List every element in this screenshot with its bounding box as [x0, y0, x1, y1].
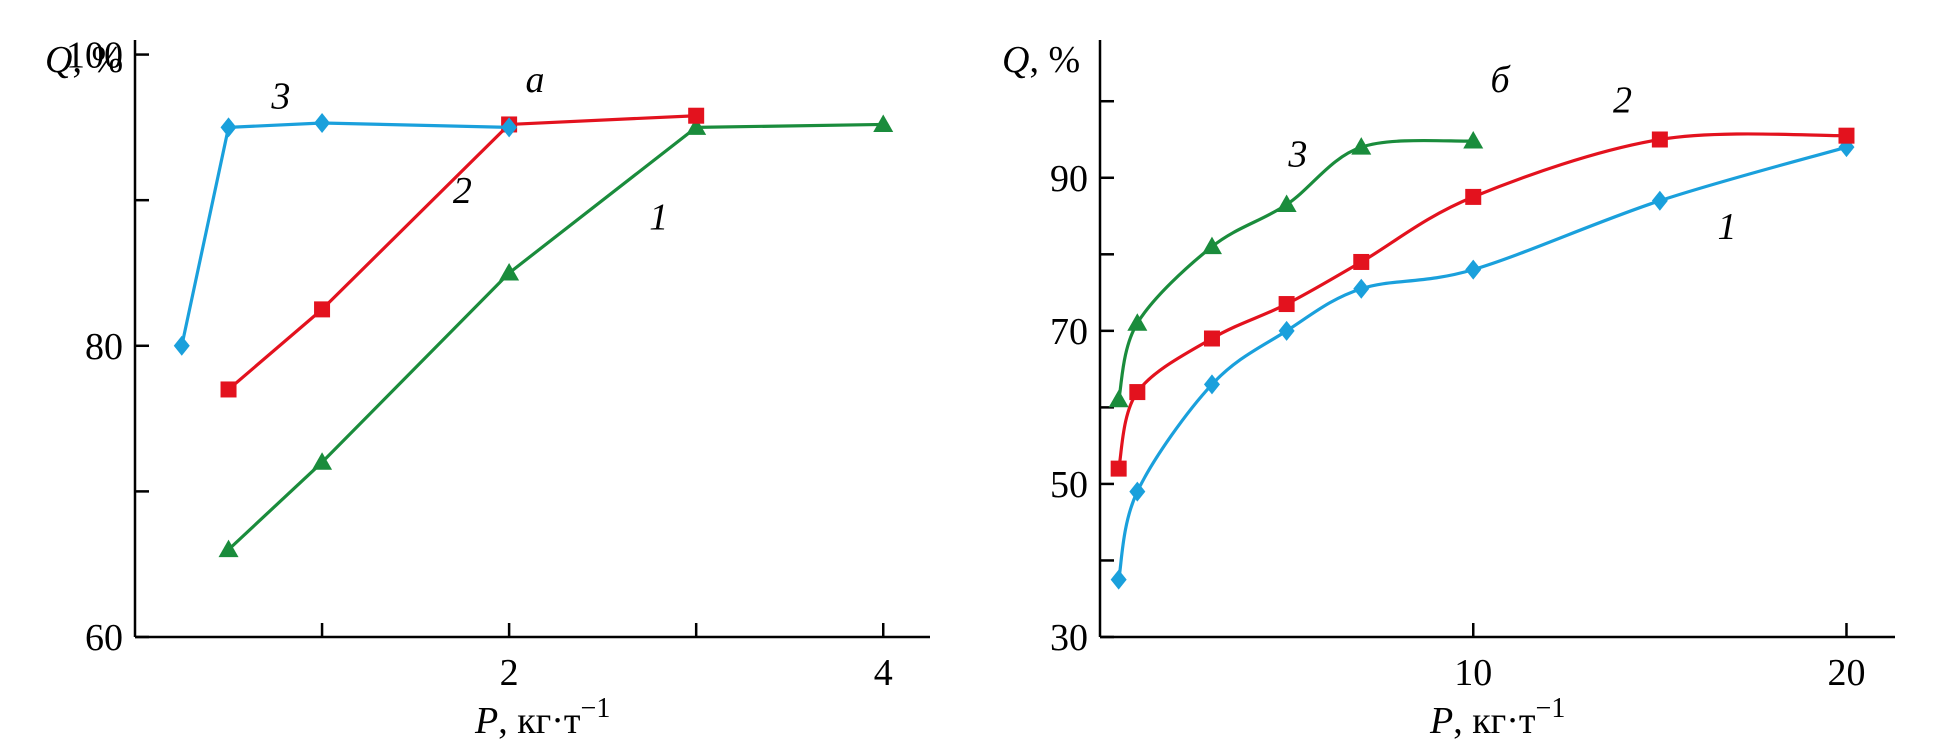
data-point-3 [1127, 313, 1148, 331]
data-point-2 [688, 107, 705, 124]
curve-label-3: 3 [270, 75, 290, 117]
data-point-1 [1278, 320, 1295, 341]
x-tick-label: 10 [1454, 652, 1492, 694]
x-tick-label: 2 [500, 652, 519, 694]
y-tick-label: 50 [1050, 464, 1088, 506]
curve-label-1: 1 [649, 196, 668, 238]
data-point-3 [1351, 137, 1372, 155]
x-tick-label: 4 [874, 652, 893, 694]
y-axis-label: Q, % [45, 39, 123, 81]
data-point-1 [1203, 374, 1220, 395]
series-2 [1110, 127, 1855, 477]
y-axis-label: Q, % [1002, 39, 1080, 81]
data-point-3 [173, 335, 190, 356]
panel-label: а [526, 59, 545, 101]
data-point-2 [1129, 384, 1146, 401]
data-point-1 [1353, 278, 1370, 299]
series-line-2 [226, 114, 698, 392]
y-tick-label: 100 [66, 35, 123, 77]
data-point-2 [1353, 253, 1370, 270]
y-tick-label: 80 [85, 326, 123, 368]
data-point-2 [1110, 460, 1127, 477]
series-line-3 [180, 121, 511, 348]
data-point-1 [1129, 481, 1146, 502]
series-line-2 [1117, 132, 1849, 471]
series-2 [220, 107, 705, 398]
data-point-1 [686, 117, 707, 135]
data-point-3 [501, 117, 518, 138]
curve-label-1: 1 [1718, 206, 1737, 248]
data-point-3 [1276, 194, 1297, 213]
series-line-1 [226, 122, 885, 552]
data-point-2 [220, 381, 237, 398]
y-tick-label: 30 [1050, 617, 1088, 659]
y-tick-label: 90 [1050, 158, 1088, 200]
chart-panel-a: 60 80 100 2 4 Q, % P, кг·т−1 а 1 2 3 [45, 35, 930, 742]
data-point-1 [1110, 569, 1127, 590]
panel-label: б [1490, 59, 1511, 101]
curve-label-3: 3 [1287, 133, 1307, 175]
data-point-1 [499, 262, 520, 281]
data-point-3 [314, 112, 331, 133]
data-point-1 [1465, 259, 1482, 280]
curve-label-2: 2 [1613, 80, 1632, 122]
data-point-3 [1463, 131, 1484, 149]
data-point-3 [220, 117, 237, 138]
y-tick-label: 70 [1050, 311, 1088, 353]
data-point-1 [873, 114, 894, 132]
x-tick-label: 20 [1827, 652, 1865, 694]
series-line-1 [1117, 145, 1849, 582]
series-1 [1110, 137, 1855, 590]
data-point-1 [1651, 190, 1668, 211]
data-point-1 [218, 539, 239, 558]
data-point-3 [1108, 389, 1129, 408]
series-3 [1108, 131, 1484, 408]
data-point-2 [1203, 330, 1220, 347]
data-point-3 [1201, 236, 1222, 255]
data-point-2 [1838, 127, 1855, 144]
chart-panel-b: 30 50 70 90 10 20 Q, % P, кг·т−1 б 1 2 3 [1002, 39, 1895, 742]
data-point-2 [1651, 131, 1668, 148]
data-point-2 [1278, 296, 1295, 313]
series-3 [173, 112, 518, 356]
x-axis-label: P, кг·т−1 [474, 693, 610, 742]
data-point-2 [1465, 188, 1482, 205]
y-tick-label: 60 [85, 617, 123, 659]
series-1 [218, 114, 894, 558]
x-axis-label: P, кг·т−1 [1429, 693, 1565, 742]
data-point-2 [314, 301, 331, 318]
data-point-1 [312, 452, 333, 470]
curve-label-2: 2 [453, 170, 472, 212]
